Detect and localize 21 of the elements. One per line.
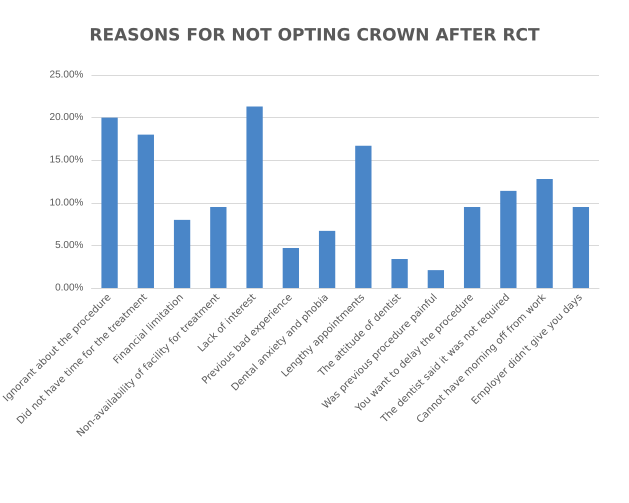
y-tick-label: 0.00% [55,282,84,294]
bar [464,207,480,288]
bar [428,270,444,288]
bar [246,106,263,288]
y-tick-label: 5.00% [55,240,84,251]
y-tick-label: 25.00% [50,70,84,80]
bar [318,230,336,288]
bar [536,178,553,288]
bar [500,190,517,288]
bar [174,220,190,288]
y-tick-label: 20.00% [50,112,84,124]
bar [101,118,118,288]
chart-title: REASONS FOR NOT OPTING CROWN AFTER RCT [89,26,540,46]
bar [282,248,299,288]
bar [138,134,154,288]
bar [355,146,372,288]
y-tick-label: 10.00% [50,197,84,208]
bar [391,259,408,288]
bar [210,207,226,288]
y-tick-label: 15.00% [50,154,84,166]
bar [572,207,590,288]
